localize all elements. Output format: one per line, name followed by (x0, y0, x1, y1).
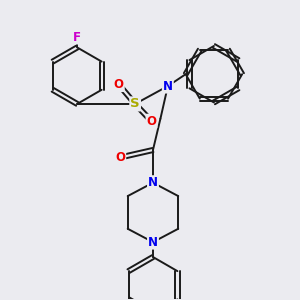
Text: N: N (163, 80, 173, 93)
Text: N: N (148, 176, 158, 189)
Text: S: S (130, 98, 140, 110)
Text: F: F (73, 31, 81, 44)
Text: O: O (114, 78, 124, 91)
Text: O: O (115, 151, 125, 164)
Text: N: N (148, 236, 158, 249)
Text: O: O (146, 115, 157, 128)
